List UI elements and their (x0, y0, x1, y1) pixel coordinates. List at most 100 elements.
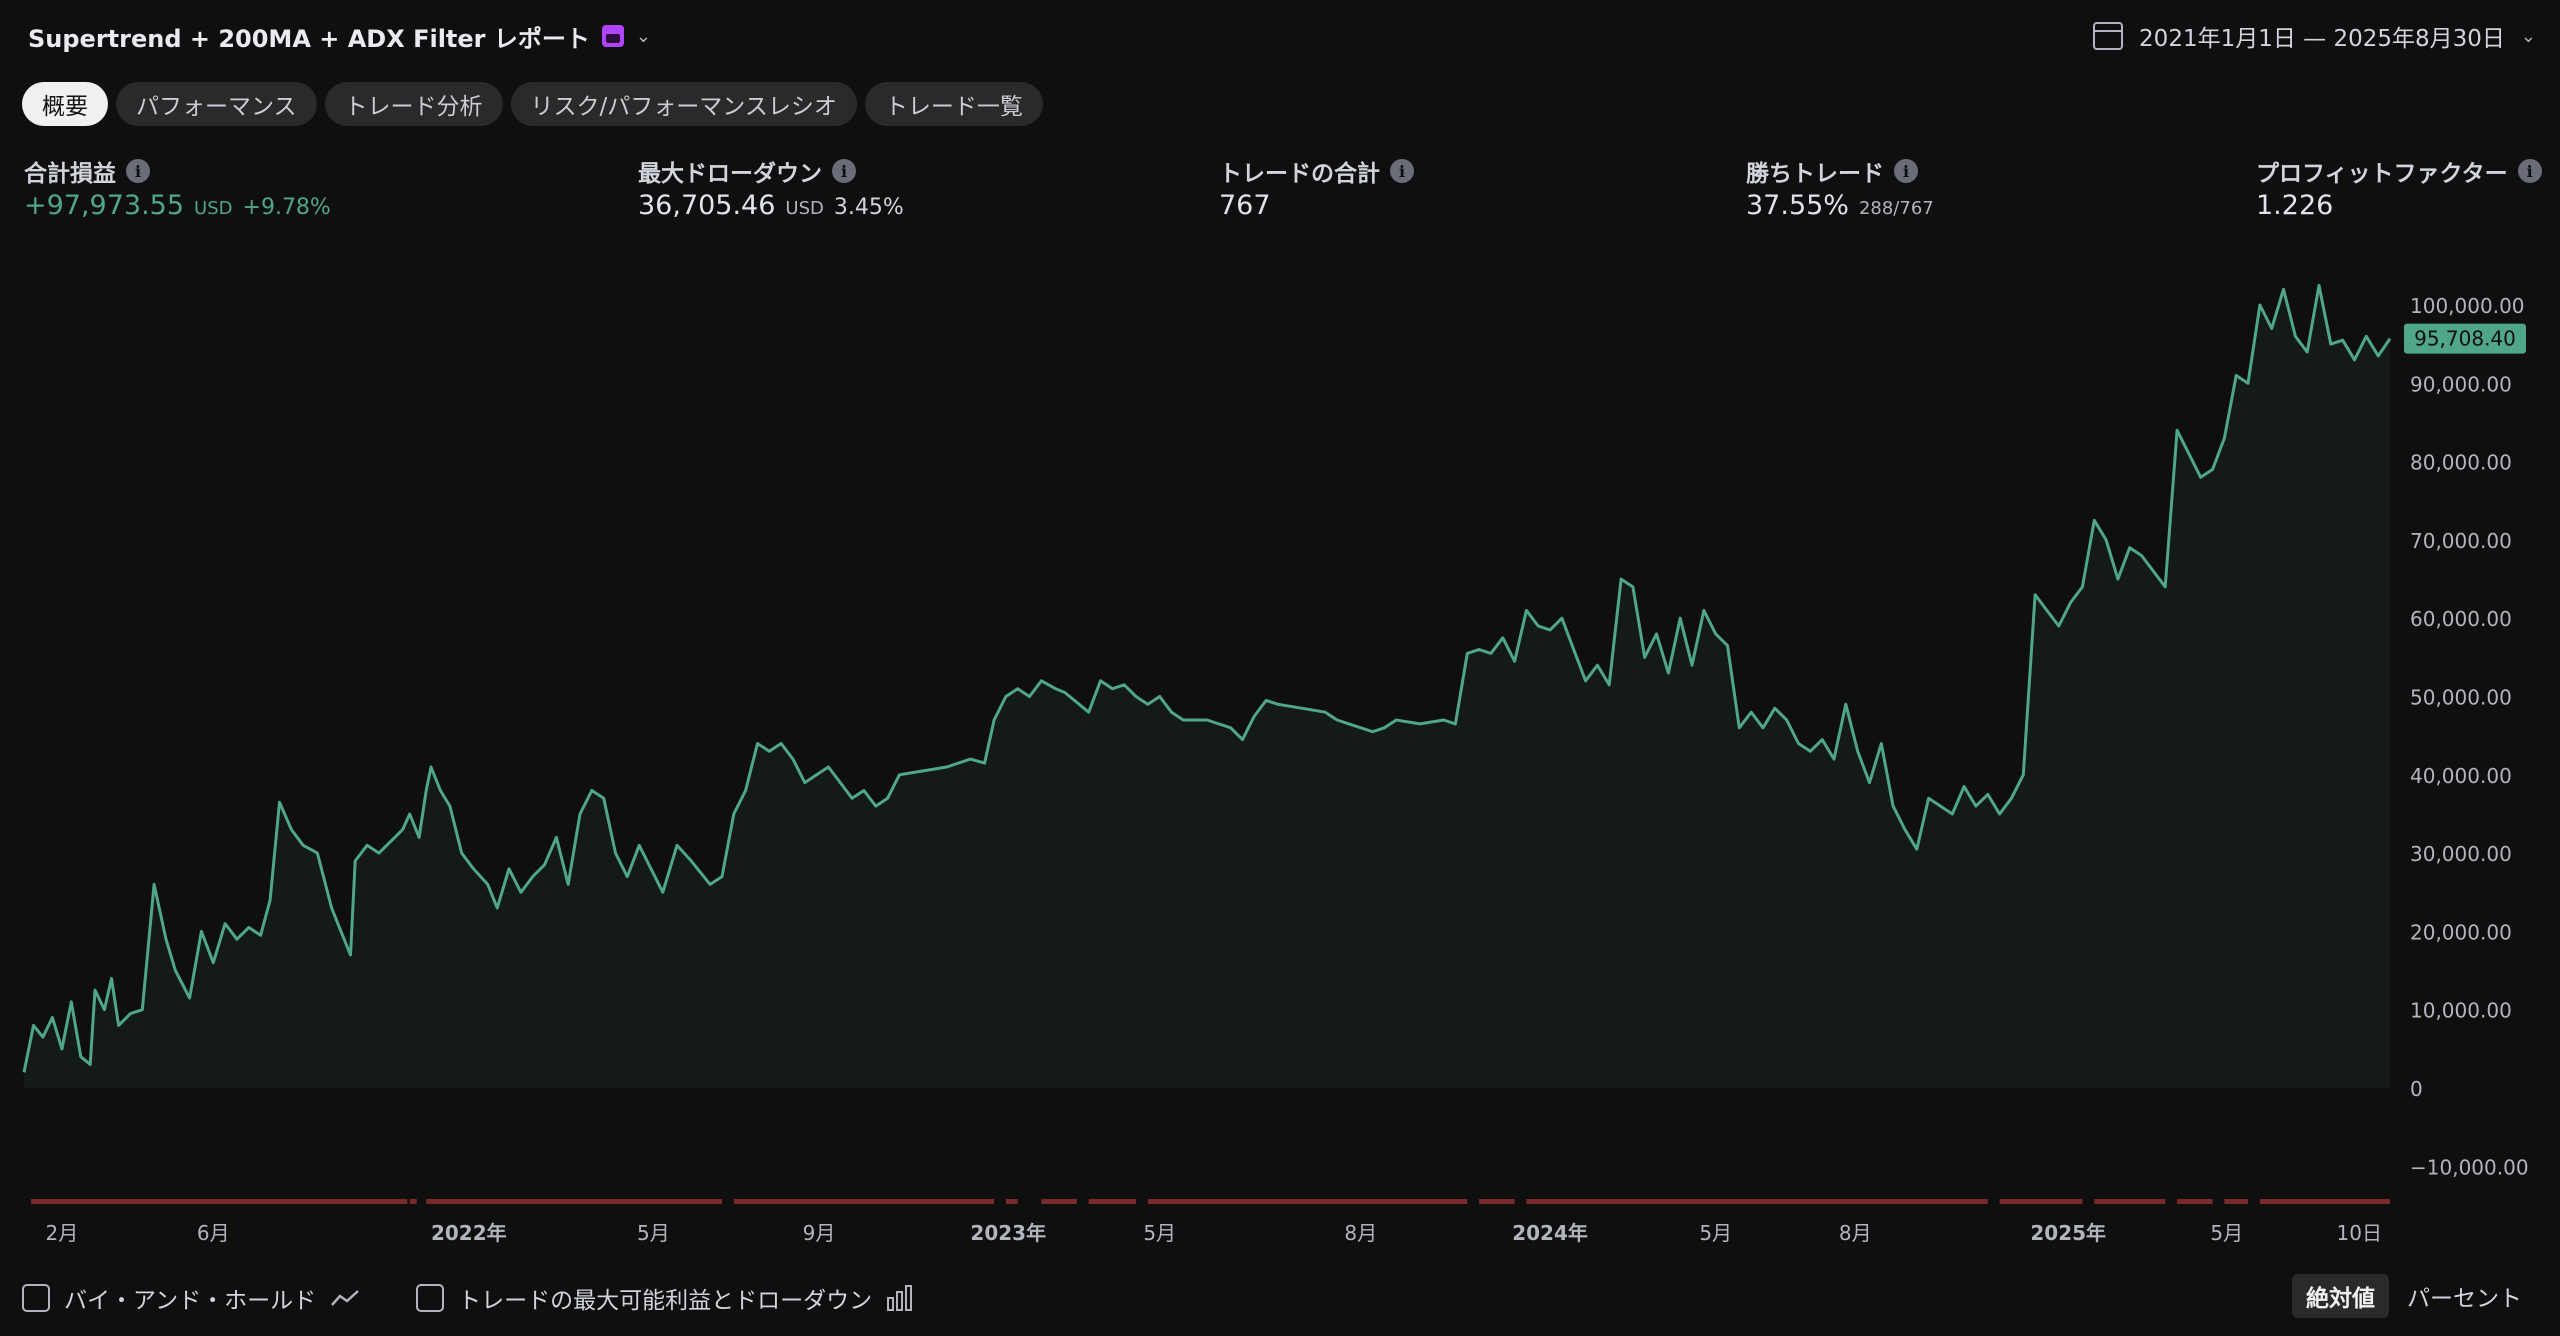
mode-percent-button[interactable]: パーセント (2407, 1286, 2522, 1312)
equity-area (24, 285, 2390, 1088)
buy-hold-checkbox[interactable]: バイ・アンド・ホールド (22, 1281, 360, 1315)
x-tick-label: 5月 (1699, 1221, 1732, 1245)
drawdown-segment (409, 1199, 417, 1204)
drawdown-bars (31, 1199, 2390, 1204)
stat-max-drawdown: 最大ドローダウン i 36,705.46 USD 3.45% (638, 154, 904, 230)
drawdown-segment (1005, 1199, 1018, 1204)
line-chart-icon (331, 1290, 359, 1306)
y-tick-label: 20,000.00 (2410, 920, 2512, 944)
drawdown-segment (1999, 1199, 2083, 1204)
info-icon[interactable]: i (2517, 159, 2542, 183)
tab-performance[interactable]: パフォーマンス (116, 82, 317, 126)
stat-label: 勝ちトレード (1746, 161, 1884, 187)
y-tick-label: 30,000.00 (2410, 842, 2512, 866)
x-tick-label: 2025年 (2030, 1221, 2106, 1245)
info-icon[interactable]: i (832, 159, 856, 183)
drawdown-segment (1147, 1199, 1468, 1204)
last-value-badge (2404, 323, 2526, 354)
x-tick-label: 6月 (197, 1221, 230, 1245)
drawdown-segment (1041, 1199, 1077, 1204)
value-mode-toggle: 絶対値 パーセント (2292, 1274, 2536, 1318)
x-tick-label: 2023年 (970, 1221, 1046, 1245)
total-trades-value: 767 (1219, 190, 1271, 221)
stat-win-trades: 勝ちトレード i 37.55% 288/767 (1746, 154, 1934, 230)
net-profit-percent: +9.78% (242, 195, 331, 220)
stat-label: プロフィットファクター (2256, 161, 2508, 187)
chevron-down-icon[interactable]: ⌄ (635, 25, 651, 47)
summary-stats: 合計損益 i +97,973.55 USD +9.78% 最大ドローダウン i 36… (0, 154, 2560, 234)
stat-label: トレードの合計 (1219, 161, 1380, 187)
date-range-label: 2021年1月1日 — 2025年8月30日 (2139, 26, 2505, 52)
x-tick-label: 9月 (803, 1221, 836, 1245)
mfe-mae-checkbox[interactable]: トレードの最大可能利益とドローダウン (416, 1281, 916, 1315)
y-tick-label: 40,000.00 (2410, 764, 2512, 788)
tab-risk-ratios[interactable]: リスク/パフォーマンスレシオ (510, 82, 857, 126)
mfe-mae-label: トレードの最大可能利益とドローダウン (458, 1288, 873, 1314)
drawdown-segment (733, 1199, 995, 1204)
info-icon[interactable]: i (1894, 159, 1918, 183)
checkbox-box[interactable] (22, 1284, 50, 1312)
stat-net-profit: 合計損益 i +97,973.55 USD +9.78% (24, 154, 331, 230)
x-tick-label: 2024年 (1512, 1221, 1588, 1245)
profit-factor-value: 1.226 (2256, 190, 2334, 221)
y-tick-label: −10,000.00 (2410, 1155, 2529, 1179)
y-tick-label: 80,000.00 (2410, 451, 2512, 475)
checkbox-box[interactable] (416, 1284, 445, 1312)
tab-trade-analysis[interactable]: トレード分析 (324, 82, 503, 126)
calendar-icon (2093, 22, 2124, 50)
y-tick-label: 0 (2410, 1077, 2423, 1101)
stat-total-trades: トレードの合計 i 767 (1219, 154, 1414, 230)
tab-trade-list[interactable]: トレード一覧 (864, 82, 1043, 126)
report-tabs: 概要 パフォーマンス トレード分析 リスク/パフォーマンスレシオ トレード一覧 (22, 82, 1043, 126)
mode-absolute-button[interactable]: 絶対値 (2292, 1274, 2389, 1318)
drawdown-segment (1479, 1199, 1515, 1204)
info-icon[interactable]: i (1390, 159, 1414, 183)
report-title: Supertrend + 200MA + ADX Filter レポート (28, 24, 590, 53)
currency-unit: USD (194, 198, 233, 219)
last-value-marker: 95,708.40 (2404, 323, 2526, 354)
stat-profit-factor: プロフィットファクター i 1.226 (2256, 154, 2542, 230)
drawdown-segment (426, 1199, 722, 1204)
drawdown-segment (2259, 1199, 2390, 1204)
win-ratio: 288/767 (1858, 198, 1934, 219)
y-tick-label: 60,000.00 (2410, 607, 2512, 631)
buy-hold-label: バイ・アンド・ホールド (64, 1288, 317, 1314)
y-tick-label: 90,000.00 (2410, 372, 2512, 396)
drawdown-segment (2094, 1199, 2166, 1204)
chart-options: バイ・アンド・ホールド トレードの最大可能利益とドローダウン (22, 1276, 972, 1320)
y-tick-label: 50,000.00 (2410, 686, 2512, 710)
x-axis: 2月 6月 2022年 5月 9月 2023年 5月 8月 2024年 5月 8月 2025年 5月 10… (45, 1221, 2381, 1245)
net-profit-value: +97,973.55 (24, 190, 185, 221)
x-tick-label: 8月 (1344, 1221, 1377, 1245)
x-tick-label: 10日 (2337, 1221, 2382, 1245)
calendar-badge-icon (601, 25, 624, 47)
x-tick-label: 5月 (637, 1221, 670, 1245)
tab-overview[interactable]: 概要 (22, 82, 108, 126)
date-range-picker[interactable]: 2021年1月1日 — 2025年8月30日 ⌄ (2093, 16, 2536, 56)
x-tick-label: 2022年 (431, 1221, 507, 1245)
drawdown-segment (2177, 1199, 2213, 1204)
win-rate-value: 37.55% (1746, 190, 1849, 221)
y-tick-label: 10,000.00 (2410, 999, 2512, 1023)
y-tick-label: 100,000.00 (2410, 294, 2525, 318)
drawdown-segment (2224, 1199, 2249, 1204)
y-tick-label: 70,000.00 (2410, 529, 2512, 553)
equity-line (22, 283, 2392, 1073)
x-tick-label: 5月 (2210, 1221, 2243, 1245)
x-tick-label: 5月 (1143, 1221, 1176, 1245)
y-axis: 100,000.00 90,000.00 80,000.00 70,000.00 60,… (2410, 294, 2529, 1179)
info-icon[interactable]: i (126, 159, 150, 183)
max-drawdown-percent: 3.45% (833, 195, 904, 220)
currency-unit: USD (785, 198, 824, 219)
stat-label: 最大ドローダウン (638, 161, 822, 187)
stat-label: 合計損益 (24, 161, 116, 187)
drawdown-segment (31, 1199, 408, 1204)
drawdown-segment (1088, 1199, 1137, 1204)
x-tick-label: 2月 (45, 1221, 78, 1245)
report-title-bar[interactable]: Supertrend + 200MA + ADX Filter レポート ⌄ (28, 18, 651, 54)
last-value-label: 95,708.40 (2414, 327, 2516, 351)
drawdown-segment (1526, 1199, 1988, 1204)
equity-chart[interactable]: 100,000.00 90,000.00 80,000.00 70,000.00 60,… (0, 260, 2560, 1250)
x-tick-label: 8月 (1839, 1221, 1872, 1245)
chevron-down-icon: ⌄ (2520, 25, 2536, 47)
